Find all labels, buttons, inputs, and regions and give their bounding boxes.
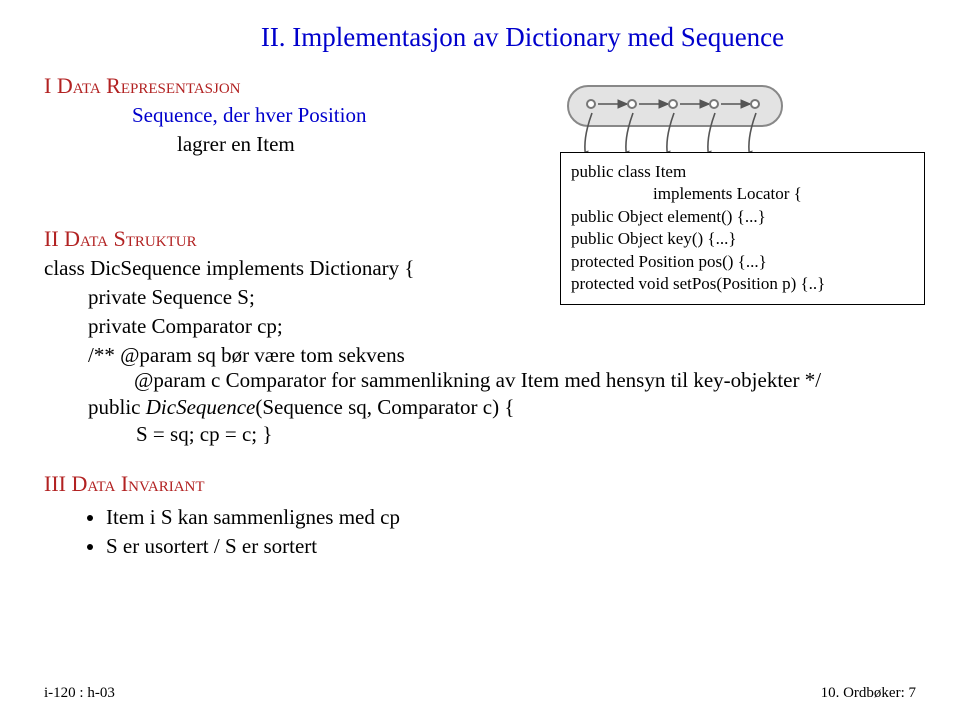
page-title: II. Implementasjon av Dictionary med Seq… bbox=[129, 22, 916, 53]
section1-line2: lagrer en Item bbox=[177, 132, 511, 157]
ctor-kw: public bbox=[88, 395, 146, 419]
codebox-line: implements Locator { bbox=[571, 183, 914, 205]
section3-head: III Data Invariant bbox=[44, 471, 916, 497]
list-item: S er usortert / S er sortert bbox=[106, 534, 916, 559]
position-node bbox=[709, 99, 719, 109]
invariant-list: Item i S kan sammenlignes med cp S er us… bbox=[106, 505, 916, 559]
comment-line: @param c Comparator for sammenlikning av… bbox=[134, 368, 916, 393]
page-footer: i-120 : h-03 10. Ordbøker: 7 bbox=[44, 685, 916, 702]
list-item: Item i S kan sammenlignes med cp bbox=[106, 505, 916, 530]
codebox-line: protected void setPos(Position p) {..} bbox=[571, 273, 914, 295]
ctor-name: DicSequence bbox=[146, 395, 256, 419]
position-node bbox=[750, 99, 760, 109]
codebox-line: protected Position pos() {...} bbox=[571, 251, 914, 273]
codebox-line: public Object element() {...} bbox=[571, 206, 914, 228]
position-node bbox=[668, 99, 678, 109]
section1-head: I Data Representasjon bbox=[44, 73, 511, 99]
item-class-codebox: public class Item implements Locator { p… bbox=[560, 152, 925, 305]
field-line: private Comparator cp; bbox=[88, 314, 916, 339]
section1-line1: Sequence, der hver Position bbox=[132, 103, 511, 128]
footer-right: 10. Ordbøker: 7 bbox=[821, 685, 916, 702]
comment-line: /** @param sq bør være tom sekvens bbox=[88, 343, 916, 368]
codebox-line: public class Item bbox=[571, 161, 914, 183]
position-node bbox=[586, 99, 596, 109]
position-node bbox=[627, 99, 637, 109]
footer-left: i-120 : h-03 bbox=[44, 685, 115, 702]
assign-line: S = sq; cp = c; } bbox=[136, 422, 916, 447]
codebox-line: public Object key() {...} bbox=[571, 228, 914, 250]
constructor-line: public DicSequence(Sequence sq, Comparat… bbox=[88, 395, 916, 420]
ctor-tail: (Sequence sq, Comparator c) { bbox=[255, 395, 514, 419]
